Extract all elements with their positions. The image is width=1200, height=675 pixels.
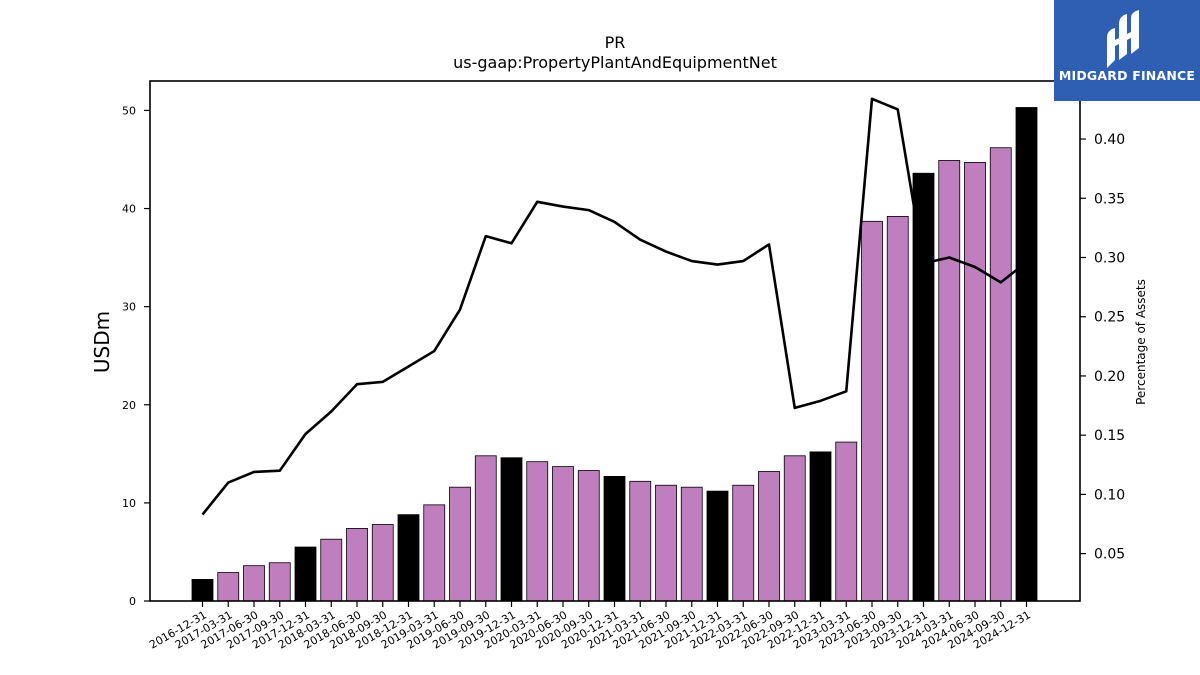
logo: MIDGARD FINANCE <box>1054 0 1200 101</box>
bar-2024-09-30 <box>989 147 1012 602</box>
bar-2019-12-31 <box>500 457 523 602</box>
midgard-logo-icon <box>1107 10 1139 68</box>
y2-tick-label: 0.20 <box>1094 369 1125 385</box>
y-tick-label: 30 <box>122 301 136 314</box>
y-tick-label: 0 <box>129 595 136 608</box>
bar-2020-09-30 <box>577 470 600 602</box>
bar-2023-06-30 <box>861 220 883 602</box>
bar-2017-09-30 <box>268 562 291 602</box>
bar-2020-06-30 <box>552 466 574 602</box>
y-tick-label: 10 <box>122 497 136 510</box>
bar-2017-12-31 <box>294 546 317 602</box>
bar-2023-03-31 <box>835 441 858 602</box>
bar-2020-03-31 <box>526 461 549 602</box>
bar-2023-12-31 <box>912 172 935 602</box>
bar-2021-09-30 <box>680 486 703 602</box>
bar-2023-09-30 <box>886 215 909 602</box>
bar-2019-06-30 <box>449 486 471 602</box>
bar-2021-03-31 <box>629 480 652 602</box>
y-tick-label: 20 <box>122 399 136 412</box>
bar-2022-09-30 <box>783 455 806 602</box>
bar-2021-06-30 <box>655 484 677 602</box>
y2-tick-label: 0.35 <box>1094 191 1125 207</box>
bar-2024-12-31 <box>1015 107 1038 602</box>
y-axis-label: USDm <box>90 311 114 373</box>
bar-2022-03-31 <box>732 484 755 602</box>
bar-2017-06-30 <box>243 565 265 602</box>
y-tick-label: 40 <box>122 203 136 216</box>
bar-2019-03-31 <box>423 504 446 602</box>
y2-tick-label: 0.40 <box>1094 132 1125 148</box>
y2-tick-label: 0.10 <box>1094 487 1125 503</box>
bar-2022-12-31 <box>809 451 832 602</box>
y2-tick-label: 0.30 <box>1094 250 1125 266</box>
bar-2021-12-31 <box>706 490 729 602</box>
bar-2024-03-31 <box>938 160 961 602</box>
y2-tick-label: 0.05 <box>1094 547 1125 563</box>
bar-2020-12-31 <box>603 475 626 602</box>
bars-layer <box>191 107 1038 602</box>
bar-2016-12-31 <box>191 579 214 602</box>
bar-2022-06-30 <box>758 471 780 602</box>
y2-axis-label: Percentage of Assets <box>1134 279 1148 405</box>
bar-2018-12-31 <box>397 514 420 602</box>
bar-2018-09-30 <box>371 524 394 602</box>
y-tick-label: 50 <box>122 104 136 117</box>
bar-2018-03-31 <box>320 538 343 602</box>
chart-title: PR <box>605 33 626 52</box>
bar-2019-09-30 <box>474 455 497 602</box>
bar-2017-03-31 <box>217 572 240 602</box>
y2-tick-label: 0.25 <box>1094 310 1125 326</box>
line-layer <box>201 97 1028 516</box>
y2-tick-label: 0.15 <box>1094 428 1125 444</box>
chart-subtitle: us-gaap:PropertyPlantAndEquipmentNet <box>453 53 777 72</box>
bar-2018-06-30 <box>346 528 368 602</box>
bar-2024-06-30 <box>964 162 986 602</box>
logo-text: MIDGARD FINANCE <box>1058 68 1196 83</box>
